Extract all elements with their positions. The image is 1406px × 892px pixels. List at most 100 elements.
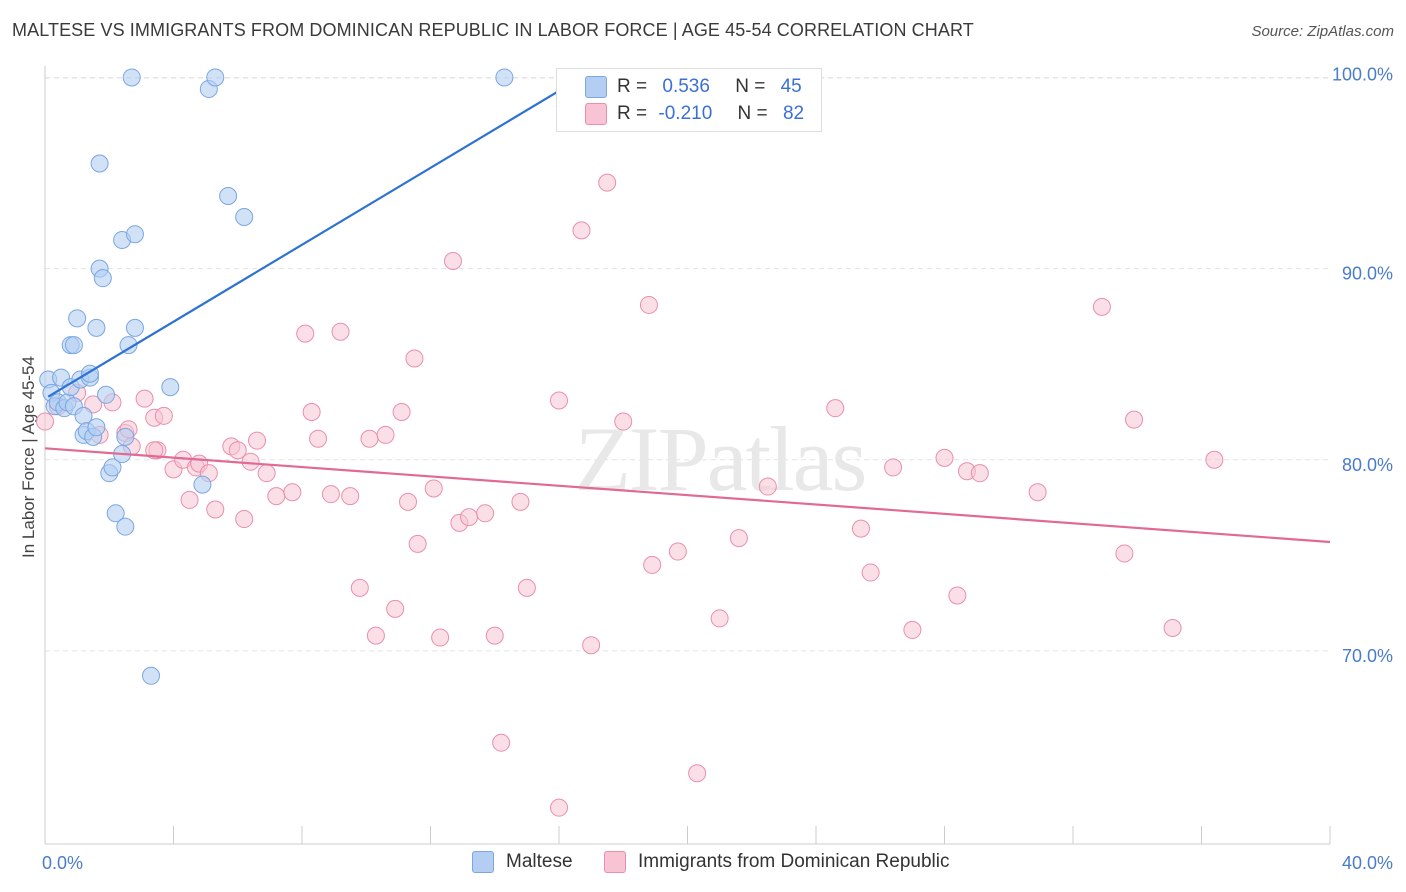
dominican-point-34 xyxy=(361,430,378,447)
y-axis-title: In Labor Force | Age 45-54 xyxy=(19,356,38,558)
maltese-point-11 xyxy=(69,310,86,327)
y-tick-label-100: 100.0% xyxy=(1332,64,1393,84)
dominican-point-76 xyxy=(1116,545,1133,562)
dominican-point-53 xyxy=(551,799,568,816)
r-label: R = xyxy=(617,76,647,97)
dominican-point-42 xyxy=(425,480,442,497)
dominican-point-41 xyxy=(409,535,426,552)
dominican-point-11 xyxy=(155,407,172,424)
dominican-point-54 xyxy=(573,222,590,239)
maltese-point-34 xyxy=(126,226,143,243)
dominican-point-43 xyxy=(432,629,449,646)
maltese-point-38 xyxy=(194,476,211,493)
dominican-point-18 xyxy=(207,501,224,518)
dominican-point-52 xyxy=(551,392,568,409)
maltese-point-23 xyxy=(94,270,111,287)
dominican-point-74 xyxy=(1029,484,1046,501)
dominican-point-69 xyxy=(904,621,921,638)
dominican-point-57 xyxy=(615,413,632,430)
dominican-point-50 xyxy=(512,493,529,510)
series-legend: Maltese Immigrants from Dominican Republ… xyxy=(0,851,1406,877)
dominican-point-36 xyxy=(377,426,394,443)
dominican-point-22 xyxy=(242,453,259,470)
dominican-point-67 xyxy=(862,564,879,581)
dominican-legend-swatch xyxy=(604,851,626,873)
maltese-point-20 xyxy=(88,419,105,436)
dominican-point-78 xyxy=(1164,619,1181,636)
scatter-chart: ZIPatlas 70.0%80.0%90.0%100.0% 0.0% 40.0… xyxy=(0,0,1406,892)
dominican-point-32 xyxy=(342,488,359,505)
maltese-point-36 xyxy=(143,667,160,684)
dominican-point-51 xyxy=(518,579,535,596)
maltese-point-33 xyxy=(123,69,140,86)
dominican-point-8 xyxy=(136,390,153,407)
legend-item-dominican: Immigrants from Dominican Republic xyxy=(604,851,950,873)
y-tick-labels: 70.0% 80.0% 90.0% 100.0% xyxy=(1332,64,1393,665)
dominican-point-46 xyxy=(461,509,478,526)
maltese-point-42 xyxy=(236,209,253,226)
dominican-point-64 xyxy=(759,478,776,495)
dominican-point-68 xyxy=(885,459,902,476)
maltese-points xyxy=(40,69,735,684)
maltese-point-31 xyxy=(117,428,134,445)
n-value: 82 xyxy=(783,103,804,124)
dominican-point-40 xyxy=(406,350,423,367)
stats-legend: R = 0.536 N = 45 R = -0.210 N = 82 xyxy=(556,68,822,132)
dominican-point-71 xyxy=(949,587,966,604)
n-label: N = xyxy=(735,76,765,97)
dominican-point-25 xyxy=(268,488,285,505)
r-value: -0.210 xyxy=(658,103,712,124)
dominican-point-29 xyxy=(310,430,327,447)
dominican-point-56 xyxy=(599,174,616,191)
dominican-point-39 xyxy=(400,493,417,510)
dominican-point-14 xyxy=(181,491,198,508)
dominican-point-62 xyxy=(711,610,728,627)
dominican-point-48 xyxy=(486,627,503,644)
maltese-point-40 xyxy=(207,69,224,86)
dominican-point-49 xyxy=(493,734,510,751)
r-value: 0.536 xyxy=(662,76,710,97)
dominican-point-35 xyxy=(367,627,384,644)
dominican-point-65 xyxy=(827,400,844,417)
legend-label-dominican: Immigrants from Dominican Republic xyxy=(638,851,950,873)
dominican-point-31 xyxy=(332,323,349,340)
dominican-point-61 xyxy=(689,765,706,782)
dominican-point-38 xyxy=(393,403,410,420)
maltese-point-30 xyxy=(117,518,134,535)
dominican-point-47 xyxy=(477,505,494,522)
dominican-point-75 xyxy=(1093,298,1110,315)
maltese-legend-swatch xyxy=(472,851,494,873)
dominican-point-44 xyxy=(444,252,461,269)
maltese-point-43 xyxy=(496,69,513,86)
maltese-point-35 xyxy=(126,319,143,336)
dominican-point-60 xyxy=(669,543,686,560)
grid-lines xyxy=(45,77,1330,650)
dominican-point-73 xyxy=(971,465,988,482)
dominican-point-28 xyxy=(303,403,320,420)
dominican-point-58 xyxy=(640,296,657,313)
dominican-point-59 xyxy=(644,556,661,573)
maltese-point-19 xyxy=(88,319,105,336)
dominican-point-26 xyxy=(284,484,301,501)
dominican-point-0 xyxy=(37,413,54,430)
maltese-point-41 xyxy=(220,187,237,204)
dominican-point-27 xyxy=(297,325,314,342)
maltese-point-9 xyxy=(65,337,82,354)
legend-label-maltese: Maltese xyxy=(506,851,573,873)
maltese-point-37 xyxy=(162,379,179,396)
dominican-point-70 xyxy=(936,449,953,466)
maltese-swatch xyxy=(585,76,607,98)
maltese-point-21 xyxy=(91,155,108,172)
dominican-point-55 xyxy=(583,637,600,654)
maltese-point-24 xyxy=(98,386,115,403)
dominican-swatch xyxy=(585,103,607,125)
y-tick-label-90: 90.0% xyxy=(1342,264,1393,284)
dominican-point-79 xyxy=(1206,451,1223,468)
y-tick-label-80: 80.0% xyxy=(1342,455,1393,475)
legend-item-maltese: Maltese xyxy=(472,851,573,873)
dominican-point-21 xyxy=(236,511,253,528)
n-label: N = xyxy=(738,103,768,124)
stats-row-maltese: R = 0.536 N = 45 xyxy=(585,74,802,100)
dominican-point-66 xyxy=(852,520,869,537)
stats-row-dominican: R = -0.210 N = 82 xyxy=(585,101,804,127)
